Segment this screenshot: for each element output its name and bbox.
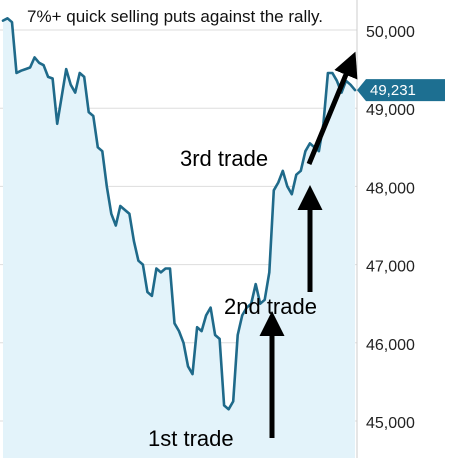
y-tick-label-49000: 49,000	[366, 102, 415, 119]
y-tick-label-50000: 50,000	[366, 24, 415, 41]
series-line	[1, 17, 357, 411]
area-fill	[3, 18, 355, 458]
y-tick-label-46000: 46,000	[366, 337, 415, 354]
series-line-group	[1, 17, 357, 411]
last-value-callout: 49,231	[357, 79, 445, 102]
annotation-arrow-3	[306, 51, 358, 165]
last-value-badge	[357, 79, 445, 102]
y-tick-label-45000: 45,000	[366, 415, 415, 432]
y-tick-label-48000: 48,000	[366, 180, 415, 197]
y-tick-label-47000: 47,000	[366, 259, 415, 276]
annotation-label-2: 2nd trade	[224, 294, 317, 319]
annotation-label-3: 3rd trade	[180, 146, 268, 171]
annotation-label-1: 1st trade	[148, 426, 234, 451]
trade-annotations: 1st trade 2nd trade 3rd trade	[148, 51, 358, 451]
chart-title: 7%+ quick selling puts against the rally…	[27, 7, 323, 26]
y-axis-ticks: 45,000 46,000 47,000 48,000 49,000 50,000	[366, 24, 415, 432]
area-under-line	[3, 18, 355, 458]
last-value-label: 49,231	[370, 82, 416, 99]
